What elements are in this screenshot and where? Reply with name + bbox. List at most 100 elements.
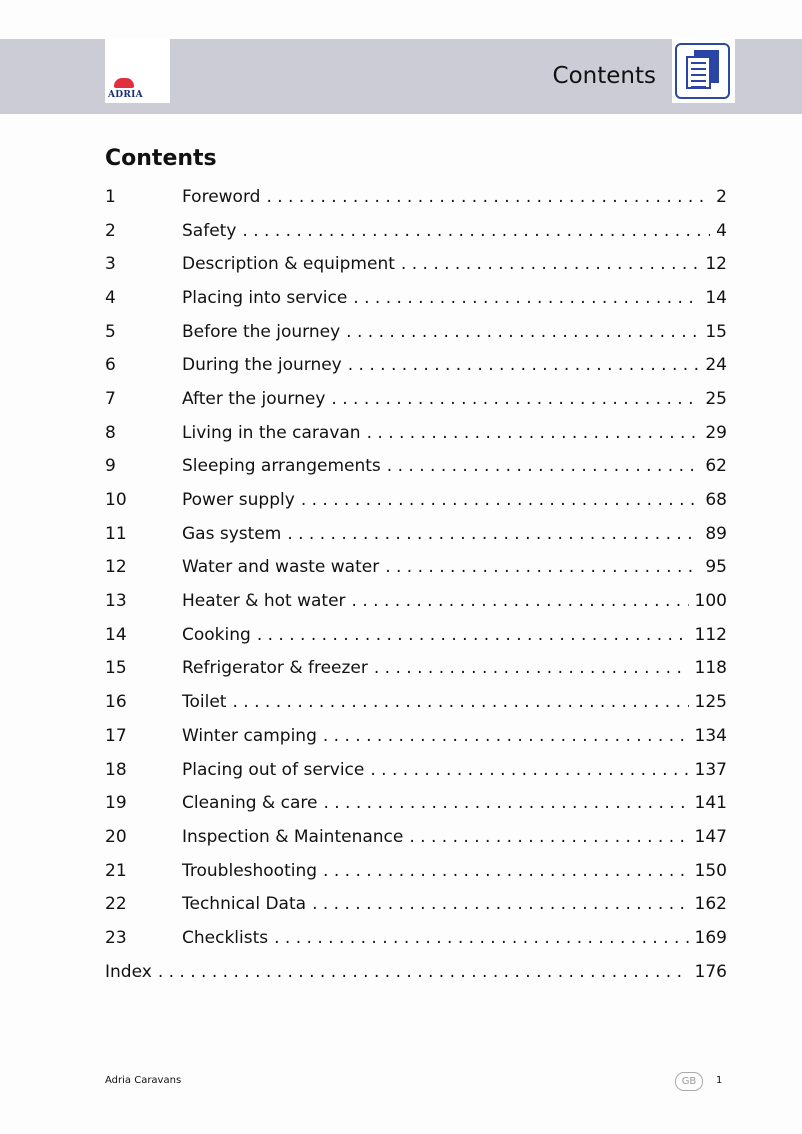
- dot-leader: [374, 658, 689, 678]
- entry-number: 21: [105, 860, 127, 881]
- table-of-contents: 1 Foreword 2 2 Safety 4 3 Description & equipme…: [105, 180, 727, 989]
- toc-entry[interactable]: 3 Description & equipment 12: [105, 247, 727, 281]
- entry-page: 112: [694, 624, 727, 645]
- entry-number: 7: [105, 388, 116, 409]
- toc-entry[interactable]: 4 Placing into service 14: [105, 281, 727, 315]
- header-title: Contents: [552, 63, 656, 89]
- entry-page: 118: [694, 658, 727, 679]
- toc-entry[interactable]: 13 Heater & hot water 100: [105, 584, 727, 618]
- entry-number: 17: [105, 725, 127, 746]
- entry-title: Safety: [182, 220, 237, 241]
- toc-entry[interactable]: 15 Refrigerator & freezer 118: [105, 652, 727, 686]
- dot-leader: [409, 827, 688, 847]
- toc-entry[interactable]: 9 Sleeping arrangements 62: [105, 450, 727, 484]
- toc-entry[interactable]: 20 Inspection & Maintenance 147: [105, 820, 727, 854]
- logo-text: ADRIA: [108, 90, 143, 100]
- toc-entry[interactable]: 19 Cleaning & care 141: [105, 786, 727, 820]
- dot-leader: [266, 187, 710, 207]
- dot-leader: [257, 625, 689, 645]
- entry-page: 150: [694, 860, 727, 881]
- dot-leader: [232, 692, 688, 712]
- entry-title: Refrigerator & freezer: [182, 658, 368, 679]
- entry-page: 137: [694, 759, 727, 780]
- toc-entry[interactable]: 1 Foreword 2: [105, 180, 727, 214]
- entry-number: 8: [105, 422, 116, 443]
- entry-number: 10: [105, 490, 127, 511]
- dot-leader: [301, 490, 700, 510]
- toc-entry[interactable]: 16 Toilet 125: [105, 685, 727, 719]
- toc-entry[interactable]: 11 Gas system 89: [105, 517, 727, 551]
- entry-title: Inspection & Maintenance: [182, 826, 404, 847]
- entry-title: Toilet: [182, 692, 227, 713]
- entry-number: 20: [105, 826, 127, 847]
- toc-entry-index[interactable]: Index 176: [105, 955, 727, 989]
- entry-page: 176: [694, 961, 727, 982]
- toc-entry[interactable]: 17 Winter camping 134: [105, 719, 727, 753]
- document-pages-icon: [672, 39, 735, 103]
- entry-number: 3: [105, 254, 116, 275]
- page-number: 1: [716, 1075, 723, 1086]
- entry-page: 2: [716, 186, 727, 207]
- entry-page: 25: [705, 388, 727, 409]
- entry-number: 19: [105, 793, 127, 814]
- toc-entry[interactable]: 5 Before the journey 15: [105, 315, 727, 349]
- toc-entry[interactable]: 10 Power supply 68: [105, 483, 727, 517]
- entry-page: 62: [705, 456, 727, 477]
- logo-mark-icon: [114, 78, 134, 88]
- entry-number: 5: [105, 321, 116, 342]
- dot-leader: [352, 591, 689, 611]
- entry-title: Gas system: [182, 523, 282, 544]
- entry-number: 11: [105, 523, 127, 544]
- entry-page: 12: [705, 254, 727, 275]
- language-badge: GB: [675, 1072, 703, 1091]
- entry-number: 9: [105, 456, 116, 477]
- entry-page: 95: [705, 557, 727, 578]
- entry-number: 16: [105, 692, 127, 713]
- entry-number: 6: [105, 355, 116, 376]
- entry-page: 29: [705, 422, 727, 443]
- entry-title: Troubleshooting: [182, 860, 318, 881]
- dot-leader: [370, 760, 688, 780]
- toc-entry[interactable]: 21 Troubleshooting 150: [105, 854, 727, 888]
- entry-page: 147: [694, 826, 727, 847]
- entry-title: Before the journey: [182, 321, 341, 342]
- toc-entry[interactable]: 22 Technical Data 162: [105, 887, 727, 921]
- entry-number: 1: [105, 186, 116, 207]
- entry-page: 162: [694, 894, 727, 915]
- entry-title: Description & equipment: [182, 254, 395, 275]
- entry-title: Cooking: [182, 624, 251, 645]
- entry-title: Foreword: [182, 186, 261, 207]
- entry-number: 4: [105, 287, 116, 308]
- toc-entry[interactable]: 8 Living in the caravan 29: [105, 416, 727, 450]
- entry-title: Living in the caravan: [182, 422, 361, 443]
- dot-leader: [367, 423, 700, 443]
- entry-title: Winter camping: [182, 725, 317, 746]
- entry-title: Water and waste water: [182, 557, 380, 578]
- entry-title: Placing into service: [182, 287, 348, 308]
- entry-number: 13: [105, 591, 127, 612]
- dot-leader: [312, 894, 688, 914]
- dot-leader: [385, 557, 699, 577]
- toc-entry[interactable]: 23 Checklists 169: [105, 921, 727, 955]
- dot-leader: [242, 221, 710, 241]
- dot-leader: [353, 288, 699, 308]
- entry-number: 14: [105, 624, 127, 645]
- toc-entry[interactable]: 2 Safety 4: [105, 214, 727, 248]
- toc-entry[interactable]: 7 After the journey 25: [105, 382, 727, 416]
- entry-title: During the journey: [182, 355, 342, 376]
- entry-title: Placing out of service: [182, 759, 365, 780]
- entry-title: Heater & hot water: [182, 591, 346, 612]
- toc-entry[interactable]: 18 Placing out of service 137: [105, 753, 727, 787]
- toc-entry[interactable]: 6 During the journey 24: [105, 348, 727, 382]
- entry-number: 15: [105, 658, 127, 679]
- footer-publisher: Adria Caravans: [105, 1075, 182, 1086]
- toc-entry[interactable]: 12 Water and waste water 95: [105, 551, 727, 585]
- dot-leader: [158, 962, 689, 982]
- dot-leader: [401, 254, 699, 274]
- toc-entry[interactable]: 14 Cooking 112: [105, 618, 727, 652]
- dot-leader: [323, 793, 688, 813]
- dot-leader: [348, 355, 700, 375]
- dot-leader: [323, 726, 689, 746]
- entry-title: Cleaning & care: [182, 793, 318, 814]
- entry-number: 2: [105, 220, 116, 241]
